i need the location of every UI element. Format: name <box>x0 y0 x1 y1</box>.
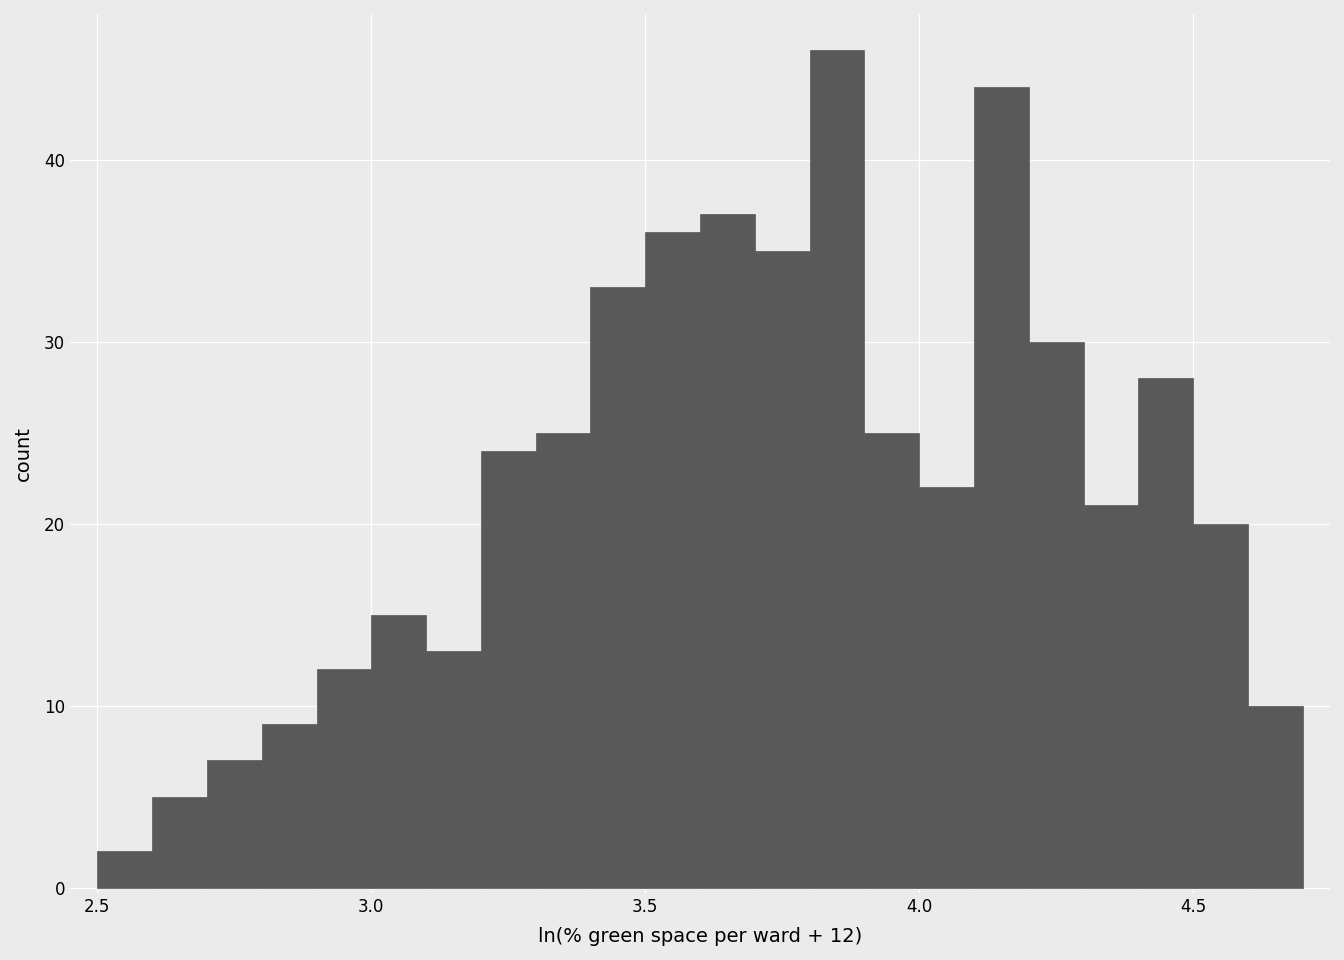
Bar <box>1249 706 1302 888</box>
Bar <box>1193 523 1249 888</box>
X-axis label: ln(% green space per ward + 12): ln(% green space per ward + 12) <box>538 927 862 947</box>
Bar <box>809 50 864 888</box>
Bar <box>1138 378 1193 888</box>
Bar <box>536 433 590 888</box>
Bar <box>317 669 371 888</box>
Bar <box>1083 505 1138 888</box>
Bar <box>371 614 426 888</box>
Bar <box>426 651 481 888</box>
Bar <box>1028 342 1083 888</box>
Bar <box>645 232 700 888</box>
Y-axis label: count: count <box>13 426 32 481</box>
Bar <box>262 724 317 888</box>
Bar <box>864 433 919 888</box>
Bar <box>700 214 755 888</box>
Bar <box>919 487 974 888</box>
Bar <box>755 251 809 888</box>
Bar <box>481 451 536 888</box>
Bar <box>974 86 1028 888</box>
Bar <box>590 287 645 888</box>
Bar <box>207 760 262 888</box>
Bar <box>152 797 207 888</box>
Bar <box>97 852 152 888</box>
